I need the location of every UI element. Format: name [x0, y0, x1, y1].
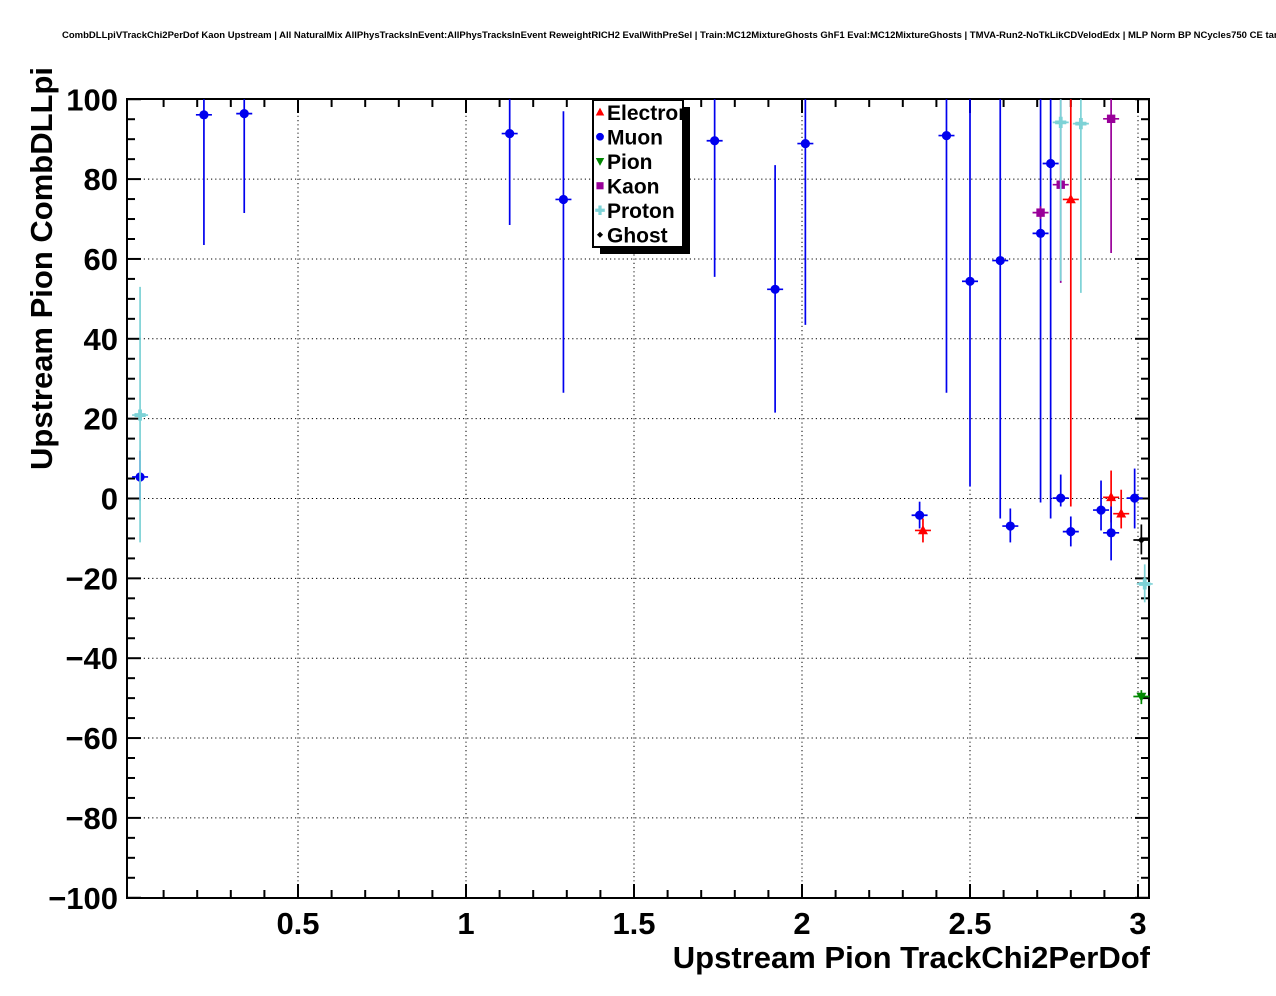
- data-point-electron: [1062, 99, 1079, 507]
- x-tick-label: 2: [793, 906, 810, 941]
- y-tick-label: 20: [84, 402, 118, 437]
- data-point-muon: [1032, 99, 1049, 503]
- y-axis-title: Upstream Pion CombDLLpi: [24, 67, 59, 470]
- data-point-muon: [1042, 99, 1059, 519]
- data-point-proton: [132, 286, 149, 543]
- y-tick-label: −80: [65, 801, 118, 836]
- y-tick-labels: −100 −80 −60 −40 −20 0 20 40 60 80 100: [48, 82, 118, 916]
- y-tick-label: −40: [65, 641, 118, 676]
- y-tick-label: 80: [84, 162, 118, 197]
- plot-title: CombDLLpiVTrackChi2PerDof Kaon Upstream …: [62, 30, 1276, 41]
- x-tick-label: 1.5: [612, 906, 655, 941]
- data-point-electron: [1113, 489, 1130, 529]
- y-tick-label: 40: [84, 322, 118, 357]
- series-pion: [1133, 690, 1150, 705]
- data-point-muon: [938, 99, 955, 393]
- data-point-kaon: [1032, 206, 1049, 220]
- legend-label: Ghost: [607, 224, 668, 247]
- x-axis-ticks: [162, 99, 1139, 898]
- data-point-electron: [914, 518, 931, 543]
- legend-label: Kaon: [607, 175, 660, 198]
- data-point-muon: [706, 99, 723, 277]
- data-point-proton: [1072, 99, 1089, 293]
- data-point-muon: [555, 111, 572, 393]
- data-point-muon: [1103, 506, 1120, 561]
- y-tick-label: 100: [66, 82, 118, 117]
- y-tick-label: −100: [48, 881, 118, 916]
- legend-label: Electron: [607, 102, 691, 125]
- legend-entry-pion: Pion: [595, 151, 653, 174]
- data-point-muon: [501, 99, 518, 226]
- legend-label: Proton: [607, 200, 675, 223]
- y-axis-ticks: [127, 98, 1149, 899]
- legend-entry-ghost: Ghost: [596, 224, 668, 247]
- series-proton: [132, 99, 1153, 603]
- legend-entry-proton: Proton: [595, 200, 675, 223]
- legend-label: Muon: [607, 126, 663, 149]
- y-axis-title-text: Upstream Pion CombDLLpi: [24, 67, 59, 470]
- legend-box: [592, 99, 684, 248]
- y-tick-label: −20: [65, 561, 118, 596]
- x-tick-label: 1: [457, 906, 474, 941]
- data-point-muon: [992, 99, 1009, 519]
- data-point-proton: [1052, 99, 1069, 281]
- data-point-muon: [236, 99, 253, 214]
- series-ghost: [1133, 524, 1150, 555]
- data-point-muon: [767, 165, 784, 413]
- x-axis-title: Upstream Pion TrackChi2PerDof: [673, 940, 1151, 975]
- data-point-muon: [797, 99, 814, 325]
- y-tick-label: 60: [84, 242, 118, 277]
- data-point-muon: [1062, 516, 1079, 547]
- x-tick-labels: 0.5 1 1.5 2 2.5 3: [276, 906, 1146, 941]
- data-point-muon: [1002, 508, 1019, 543]
- legend-label: Pion: [607, 151, 653, 174]
- data-point-ghost: [1133, 524, 1150, 555]
- y-tick-label: −60: [65, 721, 118, 756]
- y-tick-label: 0: [101, 482, 118, 517]
- data-point-muon: [911, 501, 928, 529]
- x-tick-label: 3: [1129, 906, 1146, 941]
- series-electron: [914, 99, 1130, 543]
- legend-entry-electron: Electron: [595, 102, 691, 125]
- data-point-kaon: [1103, 99, 1120, 253]
- x-axis-title-text: Upstream Pion TrackChi2PerDof: [673, 940, 1151, 975]
- data-point-muon: [962, 99, 978, 487]
- x-tick-label: 0.5: [276, 906, 319, 941]
- legend-entry-kaon: Kaon: [596, 175, 660, 198]
- series-muon: [132, 99, 1143, 561]
- data-point-muon: [1052, 474, 1069, 507]
- data-point-muon: [195, 99, 212, 245]
- data-point-proton: [1136, 564, 1153, 603]
- legend-entry-muon: Muon: [596, 126, 663, 149]
- x-tick-label: 2.5: [948, 906, 991, 941]
- data-point-muon: [1126, 468, 1143, 529]
- data-point-pion: [1133, 690, 1150, 705]
- data-point-muon: [1093, 480, 1110, 531]
